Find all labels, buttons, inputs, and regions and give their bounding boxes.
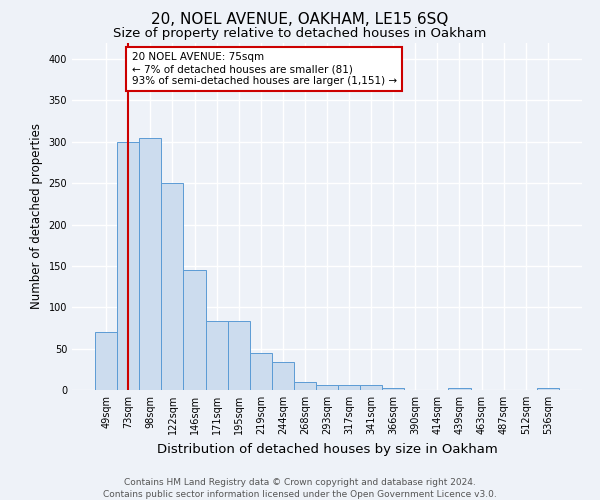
- Bar: [117, 142, 139, 390]
- Text: Size of property relative to detached houses in Oakham: Size of property relative to detached ho…: [113, 28, 487, 40]
- Bar: [250, 353, 272, 390]
- Bar: [316, 385, 338, 390]
- Text: Contains HM Land Registry data © Crown copyright and database right 2024.
Contai: Contains HM Land Registry data © Crown c…: [103, 478, 497, 499]
- Bar: [161, 183, 184, 390]
- Bar: [360, 385, 382, 390]
- Text: 20, NOEL AVENUE, OAKHAM, LE15 6SQ: 20, NOEL AVENUE, OAKHAM, LE15 6SQ: [151, 12, 449, 28]
- Bar: [272, 362, 294, 390]
- Bar: [95, 332, 117, 390]
- Bar: [338, 385, 360, 390]
- Bar: [184, 270, 206, 390]
- Bar: [448, 388, 470, 390]
- X-axis label: Distribution of detached houses by size in Oakham: Distribution of detached houses by size …: [157, 442, 497, 456]
- Bar: [139, 138, 161, 390]
- Text: 20 NOEL AVENUE: 75sqm
← 7% of detached houses are smaller (81)
93% of semi-detac: 20 NOEL AVENUE: 75sqm ← 7% of detached h…: [131, 52, 397, 86]
- Bar: [294, 382, 316, 390]
- Bar: [382, 388, 404, 390]
- Bar: [537, 388, 559, 390]
- Y-axis label: Number of detached properties: Number of detached properties: [30, 123, 43, 309]
- Bar: [227, 322, 250, 390]
- Bar: [206, 322, 227, 390]
